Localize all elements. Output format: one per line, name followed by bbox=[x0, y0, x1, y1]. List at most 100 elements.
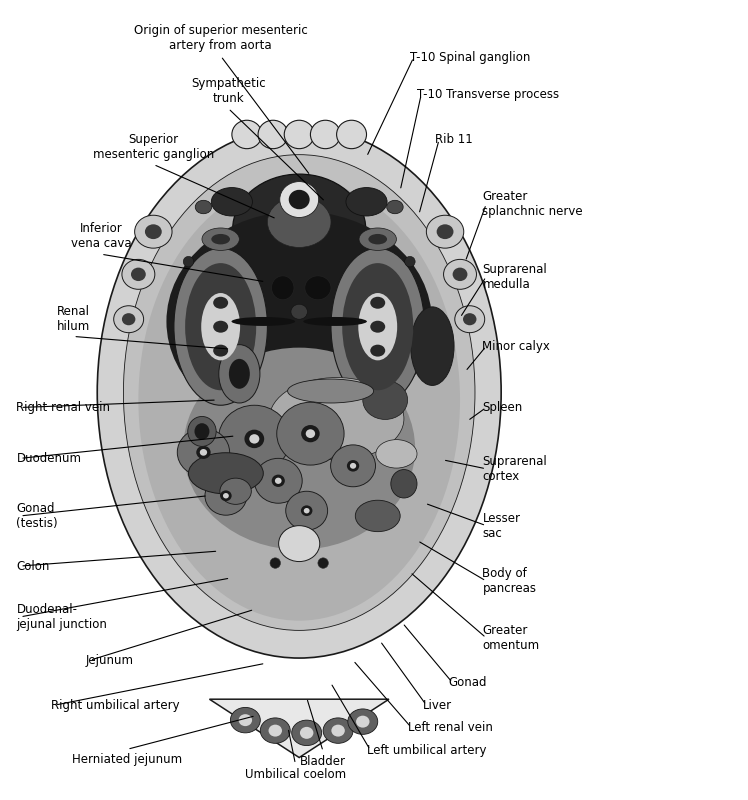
Ellipse shape bbox=[258, 120, 288, 149]
Text: Right renal vein: Right renal vein bbox=[16, 401, 111, 414]
Text: Suprarenal
cortex: Suprarenal cortex bbox=[482, 455, 548, 483]
Polygon shape bbox=[209, 699, 389, 758]
Ellipse shape bbox=[275, 478, 281, 484]
Ellipse shape bbox=[254, 458, 302, 503]
Ellipse shape bbox=[245, 430, 264, 448]
Ellipse shape bbox=[323, 718, 353, 743]
Ellipse shape bbox=[212, 187, 253, 216]
Ellipse shape bbox=[301, 506, 313, 516]
Text: Sympathetic
trunk: Sympathetic trunk bbox=[191, 77, 266, 105]
Ellipse shape bbox=[306, 430, 315, 438]
Ellipse shape bbox=[114, 306, 144, 333]
Ellipse shape bbox=[183, 348, 415, 550]
Ellipse shape bbox=[212, 234, 230, 245]
Ellipse shape bbox=[174, 248, 268, 406]
Ellipse shape bbox=[138, 179, 460, 621]
Ellipse shape bbox=[331, 248, 425, 406]
Ellipse shape bbox=[123, 154, 475, 630]
Ellipse shape bbox=[356, 716, 370, 728]
Ellipse shape bbox=[230, 707, 260, 733]
Text: Superior
mesenteric ganglion: Superior mesenteric ganglion bbox=[93, 133, 214, 161]
Ellipse shape bbox=[122, 259, 155, 290]
Text: Duodenum: Duodenum bbox=[16, 452, 82, 465]
Text: Umbilical coelom: Umbilical coelom bbox=[245, 768, 346, 781]
Ellipse shape bbox=[370, 345, 385, 357]
Ellipse shape bbox=[305, 276, 331, 300]
Ellipse shape bbox=[291, 304, 307, 319]
Ellipse shape bbox=[359, 228, 396, 250]
Text: Spleen: Spleen bbox=[482, 401, 523, 414]
Ellipse shape bbox=[232, 317, 295, 326]
Text: Lesser
sac: Lesser sac bbox=[482, 512, 521, 540]
Ellipse shape bbox=[196, 446, 211, 459]
Text: Duodenal-
jejunal junction: Duodenal- jejunal junction bbox=[16, 603, 107, 631]
Ellipse shape bbox=[287, 379, 373, 403]
Ellipse shape bbox=[229, 359, 250, 389]
Ellipse shape bbox=[304, 508, 310, 514]
Ellipse shape bbox=[260, 718, 290, 743]
Ellipse shape bbox=[269, 378, 404, 460]
Ellipse shape bbox=[405, 256, 415, 267]
Text: Liver: Liver bbox=[423, 698, 452, 712]
Ellipse shape bbox=[233, 174, 366, 285]
Text: Rib 11: Rib 11 bbox=[435, 133, 473, 146]
Ellipse shape bbox=[200, 449, 207, 456]
Ellipse shape bbox=[280, 182, 319, 218]
Ellipse shape bbox=[239, 714, 252, 726]
Ellipse shape bbox=[272, 474, 285, 487]
Ellipse shape bbox=[318, 558, 328, 568]
Ellipse shape bbox=[370, 297, 385, 309]
Ellipse shape bbox=[220, 490, 232, 501]
Ellipse shape bbox=[213, 321, 228, 333]
Ellipse shape bbox=[444, 259, 476, 290]
Ellipse shape bbox=[270, 558, 280, 568]
Ellipse shape bbox=[310, 120, 340, 149]
Ellipse shape bbox=[453, 268, 468, 281]
Ellipse shape bbox=[303, 317, 367, 326]
Text: Bladder: Bladder bbox=[300, 755, 346, 768]
Ellipse shape bbox=[135, 215, 172, 248]
Ellipse shape bbox=[97, 127, 501, 658]
Ellipse shape bbox=[232, 120, 262, 149]
Text: Left renal vein: Left renal vein bbox=[408, 721, 492, 734]
Ellipse shape bbox=[177, 429, 230, 476]
Ellipse shape bbox=[370, 321, 385, 333]
Ellipse shape bbox=[284, 120, 314, 149]
Ellipse shape bbox=[331, 445, 375, 486]
Ellipse shape bbox=[289, 190, 310, 210]
Ellipse shape bbox=[426, 215, 464, 248]
Ellipse shape bbox=[205, 476, 247, 515]
Ellipse shape bbox=[267, 197, 331, 247]
Text: Gonad: Gonad bbox=[449, 676, 487, 690]
Ellipse shape bbox=[358, 293, 397, 360]
Ellipse shape bbox=[390, 470, 417, 498]
Ellipse shape bbox=[186, 263, 256, 390]
Ellipse shape bbox=[278, 526, 319, 562]
Text: Body of
pancreas: Body of pancreas bbox=[482, 567, 536, 595]
Text: Left umbilical artery: Left umbilical artery bbox=[367, 743, 486, 757]
Text: Colon: Colon bbox=[16, 559, 50, 573]
Ellipse shape bbox=[220, 478, 251, 504]
Ellipse shape bbox=[166, 211, 432, 432]
Text: Jejunum: Jejunum bbox=[86, 654, 134, 667]
Ellipse shape bbox=[337, 120, 367, 149]
Ellipse shape bbox=[331, 725, 345, 737]
Text: Gonad
(testis): Gonad (testis) bbox=[16, 502, 58, 530]
Ellipse shape bbox=[183, 256, 194, 267]
Ellipse shape bbox=[343, 263, 413, 390]
Ellipse shape bbox=[363, 381, 408, 419]
Ellipse shape bbox=[368, 234, 387, 245]
Ellipse shape bbox=[218, 406, 290, 473]
Ellipse shape bbox=[286, 491, 328, 530]
Text: Right umbilical artery: Right umbilical artery bbox=[51, 698, 180, 712]
Ellipse shape bbox=[131, 268, 146, 281]
Ellipse shape bbox=[346, 187, 387, 216]
Ellipse shape bbox=[249, 434, 260, 444]
Ellipse shape bbox=[122, 313, 135, 326]
Ellipse shape bbox=[455, 306, 485, 333]
Ellipse shape bbox=[347, 460, 359, 471]
Ellipse shape bbox=[272, 276, 294, 300]
Text: T-10 Spinal ganglion: T-10 Spinal ganglion bbox=[410, 51, 530, 64]
Text: Renal
hilum: Renal hilum bbox=[57, 305, 90, 333]
Text: Greater
splanchnic nerve: Greater splanchnic nerve bbox=[482, 190, 583, 218]
